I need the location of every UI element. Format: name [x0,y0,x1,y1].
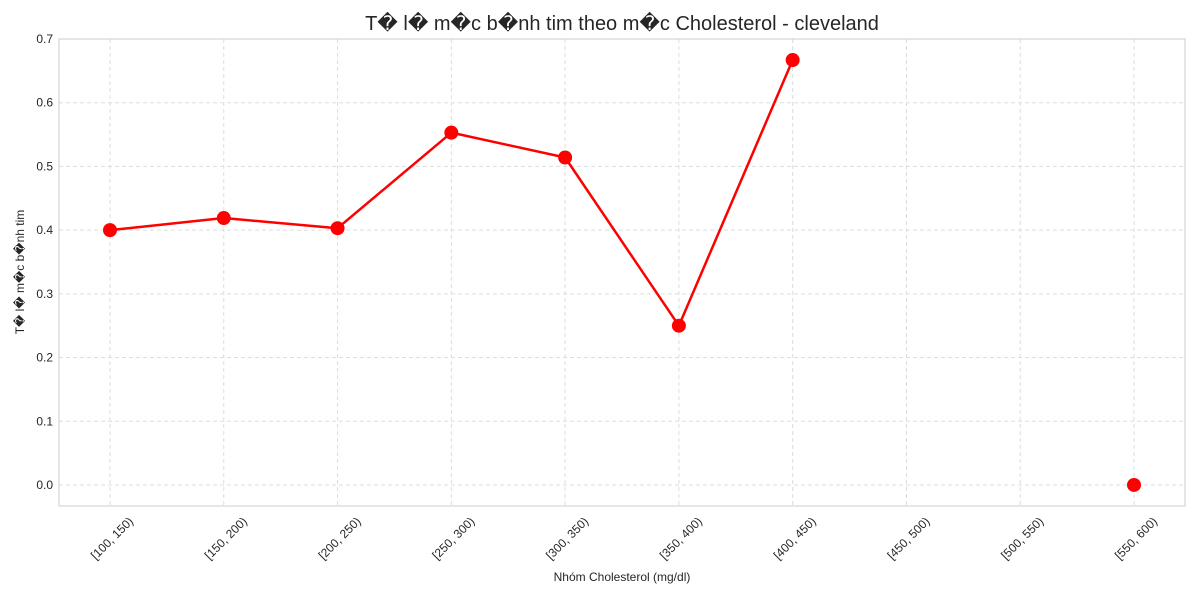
series-layer [103,53,1141,492]
x-tick-label: [550, 600) [1112,514,1160,562]
plot-frame [58,38,1186,507]
data-point [785,53,800,68]
y-axis-label: T� l� m�c b�nh tim [13,210,27,335]
data-point [1127,477,1141,492]
y-tick-label: 0.2 [36,351,53,365]
y-tick-label: 0.3 [36,287,53,301]
x-axis-label: Nhóm Cholesterol (mg/dl) [554,570,691,584]
x-tick-label: [300, 350) [543,514,591,562]
y-tick-label: 0.1 [36,414,53,428]
x-tick-label: [350, 400) [657,514,705,562]
y-tick-label: 0.5 [36,159,53,173]
grid-layer [59,38,1185,506]
tick-layer: [100, 150) [150, 200) [200, 250) [250, 300)… [36,32,1160,562]
data-point [558,150,573,165]
y-tick-label: 0.7 [36,32,53,46]
x-tick-label: [150, 200) [202,514,250,562]
x-tick-label: [100, 150) [88,514,136,562]
y-tick-label: 0.0 [36,478,53,492]
data-point [444,125,459,140]
data-point [216,211,231,226]
chart-title: T� l� m�c b�nh tim theo m�c Cholesterol … [365,11,879,35]
data-point [330,221,345,236]
y-tick-label: 0.4 [36,223,53,237]
x-tick-label: [200, 250) [316,514,364,562]
data-point [103,223,117,238]
data-point [671,318,686,333]
x-tick-label: [250, 300) [429,514,477,562]
x-tick-label: [400, 450) [771,514,819,562]
x-tick-label: [500, 550) [998,514,1046,562]
x-tick-label: [450, 500) [884,514,932,562]
y-tick-label: 0.6 [36,96,53,110]
